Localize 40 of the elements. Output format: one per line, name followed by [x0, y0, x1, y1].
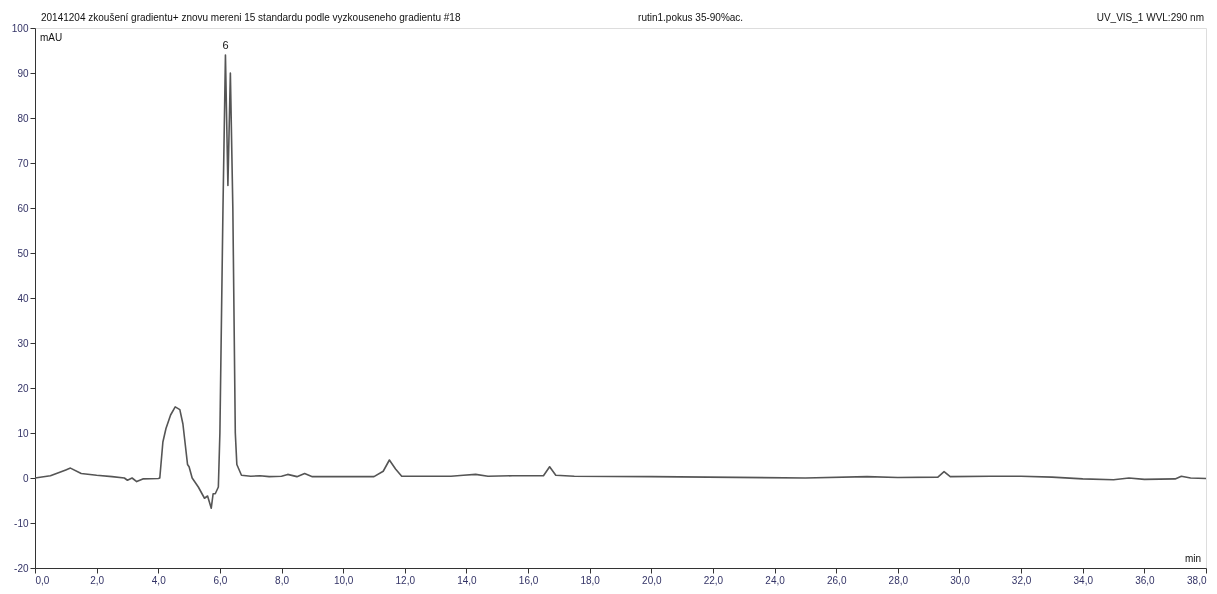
y-tick-label: 0: [22, 472, 29, 484]
line-series: [34, 54, 1207, 509]
x-axis-title: min: [1184, 553, 1201, 564]
chart-title: 20141204 zkoušení gradientu+ znovu mereni 15 standardu podle vyzkouseneho gradientu #18: [41, 12, 461, 23]
x-tick-label: 0,0: [35, 574, 50, 586]
y-tick-label: -20: [14, 562, 29, 574]
x-tick-label: 34,0: [1073, 574, 1094, 586]
y-axis-title: mAU: [40, 32, 63, 43]
y-tick-label: 30: [17, 337, 29, 349]
x-tick-label: 2,0: [90, 574, 105, 586]
y-tick-label: -10: [14, 517, 29, 529]
text: UV_VIS_1 WVL:290 nm: [1096, 12, 1204, 23]
y-tick-label: 80: [17, 112, 29, 124]
x-tick-label: 38,0: [1187, 574, 1207, 586]
x-tick-label: 14,0: [457, 574, 478, 586]
x-tick-label: 30,0: [950, 574, 971, 586]
y-tick-label: 50: [17, 247, 29, 259]
y-tick-label: 100: [11, 22, 29, 34]
x-tick-label: 36,0: [1135, 574, 1156, 586]
x-tick-label: 16,0: [518, 574, 539, 586]
y-tick-label: 40: [17, 292, 29, 304]
x-tick-label: 22,0: [703, 574, 724, 586]
annotation: 6: [222, 39, 229, 51]
x-tick-label: 28,0: [888, 574, 909, 586]
y-tick-label: 90: [17, 67, 29, 79]
x-tick-label: 20,0: [642, 574, 662, 586]
x-tick-label: 32,0: [1011, 574, 1032, 586]
chart-subtitle: rutin1.pokus 35-90%ac.: [638, 12, 744, 23]
y-tick-label: 60: [17, 202, 29, 214]
x-tick-label: 10,0: [333, 574, 354, 586]
y-tick-label: 70: [17, 157, 29, 169]
x-tick-label: 24,0: [765, 574, 786, 586]
x-tick-label: 12,0: [395, 574, 416, 586]
x-tick-label: 8,0: [275, 574, 290, 586]
y-tick-label: 10: [17, 427, 29, 439]
x-tick-label: 4,0: [151, 574, 167, 586]
y-tick-label: 20: [17, 382, 29, 394]
x-tick-label: 6,0: [213, 574, 228, 586]
x-tick-label: 18,0: [580, 574, 601, 586]
x-tick-label: 26,0: [826, 574, 847, 586]
